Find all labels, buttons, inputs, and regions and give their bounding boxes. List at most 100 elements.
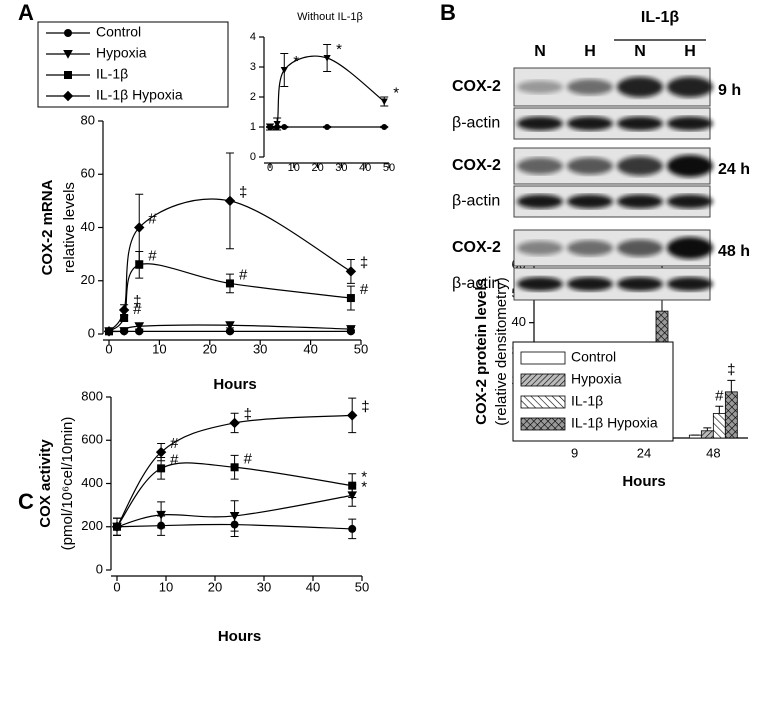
marker xyxy=(273,121,281,128)
y-axis-label: COX-2 mRNA xyxy=(39,179,56,275)
series-line xyxy=(116,523,353,530)
lane-label: N xyxy=(534,43,546,60)
blot-band xyxy=(667,194,713,209)
marker xyxy=(346,294,355,303)
x-tick-label: 40 xyxy=(303,341,317,356)
marker xyxy=(63,50,73,59)
y-axis-label: (pmol/10⁶cel/10min) xyxy=(59,417,76,551)
y-tick-label: 4 xyxy=(250,31,256,43)
x-tick-label: 10 xyxy=(152,341,166,356)
x-tick-label: 10 xyxy=(288,162,300,174)
point-label: # xyxy=(148,248,157,265)
marker xyxy=(224,195,236,207)
blot-band xyxy=(617,194,663,209)
marker xyxy=(134,322,145,332)
series-line xyxy=(108,324,351,333)
point-label: * xyxy=(361,478,367,495)
blot-band xyxy=(567,116,613,131)
panel-label: A xyxy=(18,0,34,25)
series-line xyxy=(116,462,353,528)
point-label: # xyxy=(170,435,179,452)
series-line xyxy=(108,263,351,332)
y-tick-label: 200 xyxy=(81,518,103,533)
y-axis-label: relative levels xyxy=(61,182,78,273)
marker xyxy=(64,71,72,79)
x-tick-label: 9 xyxy=(571,445,578,460)
marker xyxy=(135,260,144,269)
point-label: ‡ xyxy=(244,406,252,423)
blot-band xyxy=(567,240,613,256)
y-tick-label: 80 xyxy=(81,112,95,127)
x-tick-label: 30 xyxy=(257,579,271,594)
marker xyxy=(157,464,166,473)
point-label: # xyxy=(715,387,724,404)
x-tick-label: 0 xyxy=(113,579,120,594)
legend-label: Control xyxy=(571,349,616,365)
blot-band xyxy=(667,76,713,98)
panel-label: C xyxy=(18,489,34,514)
legend-label: IL-1β xyxy=(96,66,128,82)
series-line xyxy=(108,198,352,332)
row-label: COX-2 xyxy=(452,157,501,174)
y-axis-label: COX-2 protein levels xyxy=(473,278,490,425)
marker xyxy=(103,326,115,337)
point-label: * xyxy=(336,41,342,58)
x-axis-label: Hours xyxy=(213,376,256,393)
time-label: 9 h xyxy=(718,82,741,99)
legend-swatch xyxy=(520,373,566,387)
point-label: ‡ xyxy=(361,398,369,415)
point-label: ‡ xyxy=(239,184,247,201)
y-tick-label: 3 xyxy=(250,61,256,73)
blot-band xyxy=(517,277,563,291)
x-tick-label: 50 xyxy=(383,162,395,174)
marker xyxy=(118,304,130,316)
point-label: # xyxy=(170,451,179,468)
error-bar xyxy=(703,427,712,431)
blot-band xyxy=(617,277,663,291)
marker xyxy=(347,410,358,421)
point-label: * xyxy=(361,469,367,486)
bar xyxy=(724,391,738,439)
blot-band xyxy=(567,194,613,209)
marker xyxy=(266,124,274,131)
blot-band xyxy=(517,240,563,256)
x-tick-label: 50 xyxy=(354,341,368,356)
time-label: 24 h xyxy=(718,161,750,178)
marker xyxy=(381,124,388,130)
legend-swatch xyxy=(520,417,566,431)
marker xyxy=(111,521,123,532)
marker xyxy=(229,417,240,429)
row-label: COX-2 xyxy=(452,78,501,95)
marker xyxy=(225,321,235,331)
y-tick-label: 40 xyxy=(81,219,95,234)
x-tick-label: 40 xyxy=(306,579,320,594)
point-label: # xyxy=(360,281,369,298)
blot-band xyxy=(517,116,563,131)
x-tick-label: 30 xyxy=(335,162,347,174)
row-label: β-actin xyxy=(452,193,500,210)
x-tick-label: 20 xyxy=(203,341,217,356)
row-label: β-actin xyxy=(452,275,500,292)
point-label: ‡ xyxy=(133,293,141,310)
marker xyxy=(348,524,357,533)
x-axis-label: Hours xyxy=(218,628,261,645)
row-label: β-actin xyxy=(452,115,500,132)
blot-band xyxy=(617,239,663,257)
blot-band xyxy=(667,237,713,259)
x-tick-label: 30 xyxy=(253,341,267,356)
panel-label: B xyxy=(440,0,456,25)
marker xyxy=(230,463,239,472)
error-bar xyxy=(727,379,736,392)
x-tick-label: 24 xyxy=(637,445,651,460)
blot-band xyxy=(517,80,563,94)
error-bar xyxy=(715,405,724,414)
y-tick-label: 20 xyxy=(81,272,95,287)
marker xyxy=(225,279,234,288)
legend-label: IL-1β xyxy=(571,393,603,409)
x-tick-label: 40 xyxy=(359,162,371,174)
y-tick-label: 400 xyxy=(81,475,103,490)
lane-label: H xyxy=(584,43,596,60)
point-label: ‡ xyxy=(727,361,735,378)
marker xyxy=(346,325,356,334)
lane-label: N xyxy=(634,43,646,60)
